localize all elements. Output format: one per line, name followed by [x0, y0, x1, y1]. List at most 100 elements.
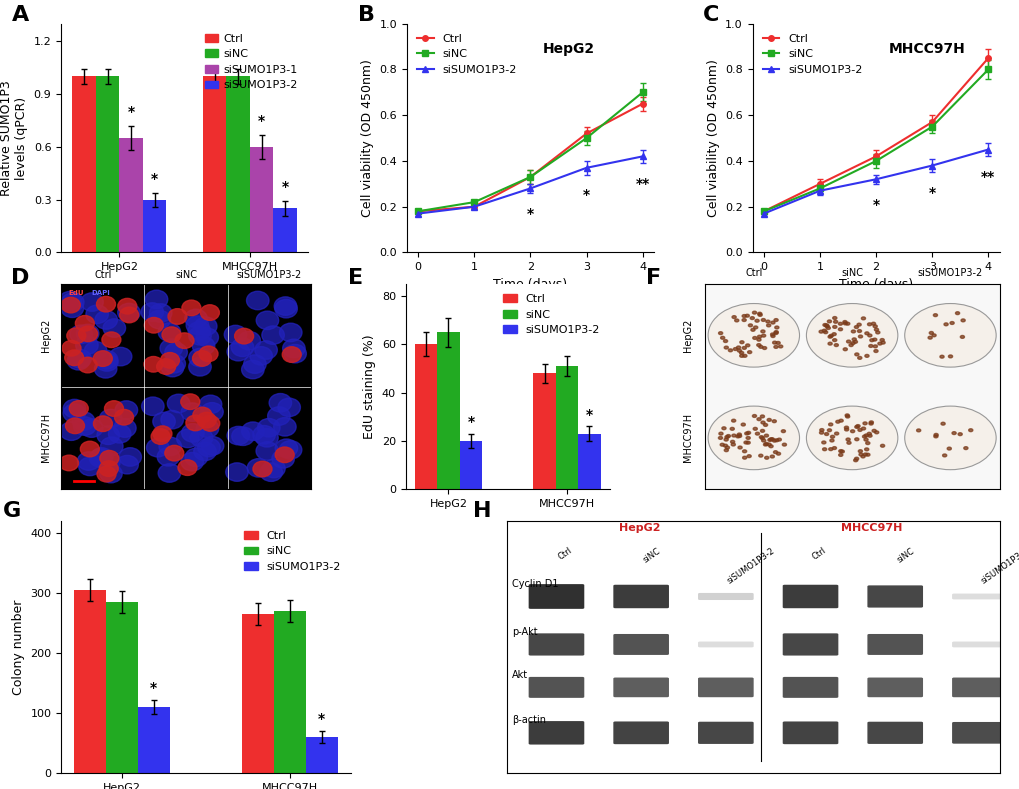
Circle shape: [733, 348, 737, 350]
Circle shape: [200, 305, 219, 320]
Circle shape: [769, 333, 774, 336]
Circle shape: [756, 344, 760, 346]
Circle shape: [857, 330, 861, 332]
Circle shape: [916, 429, 920, 432]
Circle shape: [78, 357, 97, 373]
Text: **: **: [980, 170, 995, 184]
Circle shape: [904, 304, 996, 367]
FancyBboxPatch shape: [782, 677, 838, 697]
FancyBboxPatch shape: [782, 721, 838, 744]
Circle shape: [762, 346, 766, 350]
Circle shape: [756, 417, 760, 421]
Circle shape: [739, 341, 743, 344]
Circle shape: [255, 341, 277, 359]
Circle shape: [846, 441, 850, 444]
Circle shape: [748, 324, 752, 327]
Legend: Ctrl, siNC, siSUMO1P3-2: Ctrl, siNC, siSUMO1P3-2: [239, 526, 345, 576]
Circle shape: [865, 453, 869, 456]
Text: HepG2: HepG2: [542, 42, 594, 56]
Circle shape: [231, 338, 254, 357]
Circle shape: [70, 325, 93, 343]
Bar: [273, 208, 297, 252]
Circle shape: [739, 351, 743, 354]
Circle shape: [68, 350, 91, 368]
Text: *: *: [127, 105, 135, 118]
Text: B: B: [358, 6, 374, 25]
Circle shape: [717, 436, 721, 439]
Circle shape: [746, 432, 750, 434]
Circle shape: [145, 290, 167, 308]
Bar: [460, 441, 482, 489]
Bar: [533, 373, 555, 489]
Circle shape: [869, 338, 873, 342]
Circle shape: [768, 438, 772, 441]
Circle shape: [723, 449, 728, 451]
Circle shape: [833, 320, 837, 323]
Circle shape: [157, 359, 175, 374]
Legend: Ctrl, siNC, siSUMO1P3-2: Ctrl, siNC, siSUMO1P3-2: [498, 290, 603, 339]
Bar: [243, 614, 274, 773]
Circle shape: [879, 444, 883, 447]
Circle shape: [717, 331, 722, 335]
Circle shape: [763, 434, 767, 437]
Text: EdU: EdU: [68, 290, 85, 296]
Circle shape: [159, 437, 181, 455]
Circle shape: [158, 464, 180, 482]
Circle shape: [963, 447, 967, 450]
Circle shape: [73, 417, 96, 436]
Circle shape: [78, 457, 101, 476]
Circle shape: [866, 432, 870, 436]
Circle shape: [67, 351, 90, 370]
Circle shape: [759, 415, 763, 418]
FancyBboxPatch shape: [528, 677, 584, 697]
Text: *: *: [258, 114, 265, 128]
Circle shape: [193, 337, 215, 355]
Circle shape: [768, 445, 772, 447]
Bar: [437, 332, 460, 489]
Circle shape: [150, 304, 172, 322]
Circle shape: [827, 423, 832, 426]
Circle shape: [728, 349, 732, 352]
Circle shape: [955, 312, 959, 315]
Circle shape: [960, 335, 964, 338]
Circle shape: [777, 345, 782, 348]
FancyBboxPatch shape: [697, 593, 753, 600]
Circle shape: [227, 426, 250, 445]
Circle shape: [845, 438, 850, 441]
Text: HepG2: HepG2: [41, 319, 51, 352]
Circle shape: [957, 432, 961, 436]
Circle shape: [732, 434, 736, 437]
Circle shape: [722, 444, 727, 447]
Text: siNC: siNC: [895, 546, 915, 564]
FancyBboxPatch shape: [866, 722, 922, 744]
Circle shape: [102, 332, 120, 347]
Bar: [250, 147, 273, 252]
Circle shape: [167, 394, 190, 413]
Circle shape: [827, 335, 832, 338]
Circle shape: [61, 297, 81, 313]
Circle shape: [746, 454, 750, 458]
Bar: [578, 434, 600, 489]
Circle shape: [818, 331, 822, 333]
X-axis label: Time (days): Time (days): [839, 278, 912, 291]
Circle shape: [75, 336, 98, 354]
FancyBboxPatch shape: [697, 641, 753, 647]
Circle shape: [86, 305, 108, 323]
Circle shape: [81, 419, 103, 437]
Circle shape: [832, 447, 836, 450]
Circle shape: [90, 449, 112, 467]
Circle shape: [782, 443, 786, 446]
Circle shape: [864, 354, 868, 357]
Circle shape: [829, 439, 834, 442]
Circle shape: [760, 330, 764, 333]
Circle shape: [755, 432, 759, 435]
Circle shape: [67, 328, 86, 343]
Circle shape: [153, 426, 172, 442]
Circle shape: [103, 319, 125, 337]
Circle shape: [177, 460, 197, 476]
Circle shape: [762, 443, 767, 446]
Circle shape: [244, 355, 266, 373]
Circle shape: [745, 314, 749, 317]
Circle shape: [725, 446, 729, 449]
Circle shape: [867, 434, 871, 437]
